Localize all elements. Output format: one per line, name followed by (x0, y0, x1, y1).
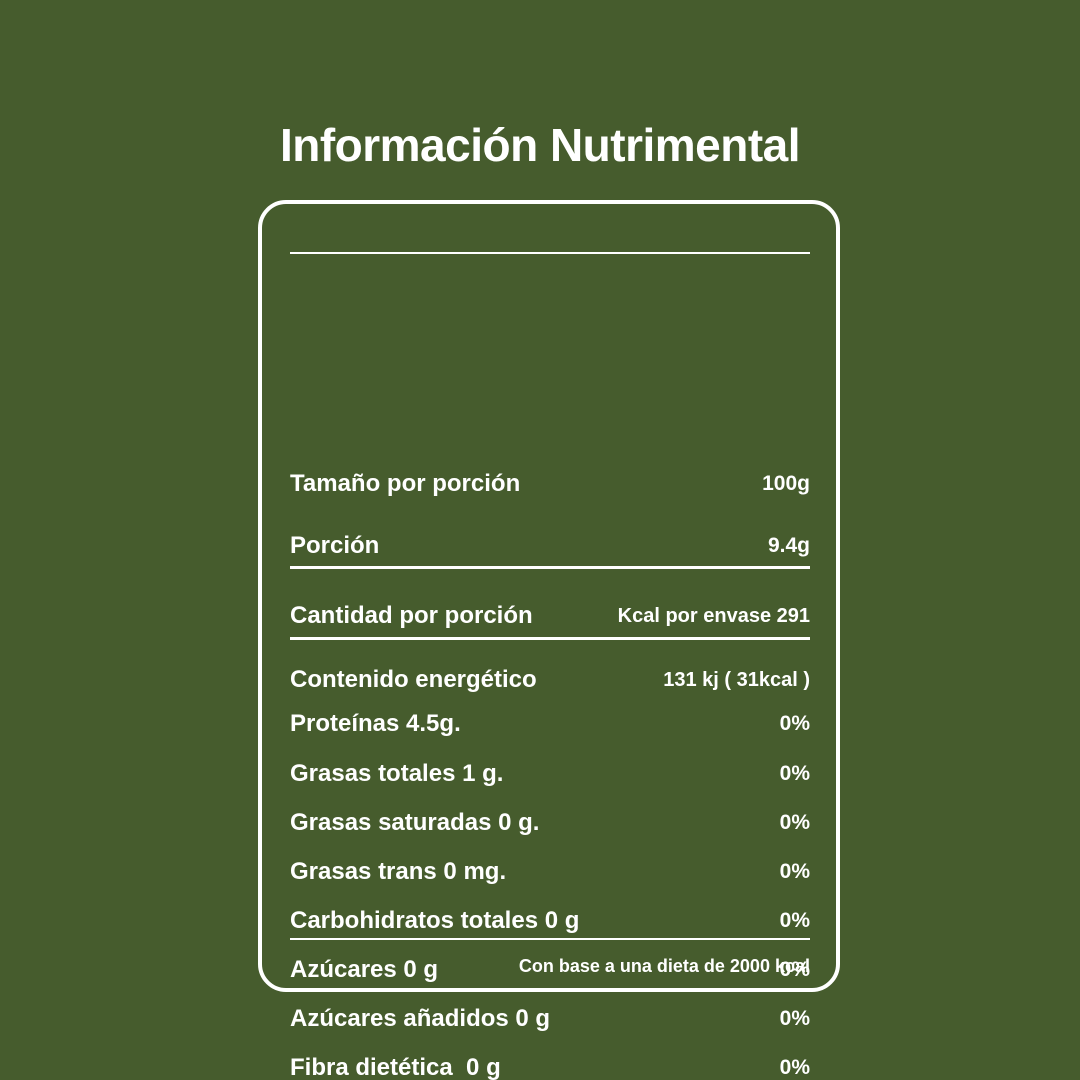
nutrient-value: 0% (779, 1007, 810, 1030)
energy-content-label: Contenido energético (290, 666, 537, 693)
nutrient-row-fiber: Fibra dietética 0 g 0% (290, 1052, 810, 1080)
nutrient-label: Azúcares 0 g (290, 956, 439, 983)
nutrient-label: Proteínas 4.5g. (290, 710, 461, 737)
diet-basis-footnote: Con base a una dieta de 2000 kcal (518, 956, 810, 976)
serving-size-row: Tamaño por porción 100g (290, 468, 810, 500)
amount-per-serving-row: Cantidad por porción Kcal por envase 291 (290, 600, 810, 632)
nutrient-label: Grasas trans 0 mg. (290, 858, 507, 885)
divider-after-amount (290, 637, 810, 640)
nutrient-label: Carbohidratos totales 0 g (290, 907, 580, 934)
portion-row: Porción 9.4g (290, 530, 810, 562)
nutrient-row-protein: Proteínas 4.5g. 0% (290, 708, 810, 740)
nutrient-value: 0% (779, 762, 810, 785)
portion-value: 9.4g (767, 534, 810, 557)
amount-per-serving-label: Cantidad por porción (290, 602, 533, 629)
page-title: Información Nutrimental (279, 119, 801, 171)
nutrient-value: 0% (779, 712, 810, 735)
nutrient-row-trans-fat: Grasas trans 0 mg. 0% (290, 856, 810, 888)
energy-content-value: 131 kj ( 31kcal ) (663, 668, 810, 691)
nutrient-label: Grasas totales 1 g. (290, 760, 504, 787)
nutrient-label: Grasas saturadas 0 g. (290, 809, 540, 836)
divider-top (290, 252, 810, 254)
nutrient-row-added-sugars: Azúcares añadidos 0 g 0% (290, 1003, 810, 1035)
nutrient-value: 0% (779, 1056, 810, 1079)
nutrient-label: Fibra dietética 0 g (290, 1054, 501, 1080)
kcal-per-package-value: Kcal por envase 291 (617, 604, 810, 627)
nutrient-value: 0% (779, 958, 810, 981)
nutrition-panel: Tamaño por porción 100g Porción 9.4g Can… (258, 200, 840, 1080)
serving-size-label: Tamaño por porción (290, 470, 521, 497)
nutrient-row-saturated-fat: Grasas saturadas 0 g. 0% (290, 807, 810, 839)
divider-after-sodium (290, 938, 810, 940)
nutrient-row-total-fat: Grasas totales 1 g. 0% (290, 758, 810, 790)
nutrient-value: 0% (779, 860, 810, 883)
nutrient-value: 0% (779, 811, 810, 834)
nutrient-value: 0% (779, 909, 810, 932)
nutrient-row-total-carbs: Carbohidratos totales 0 g 0% (290, 905, 810, 937)
energy-content-row: Contenido energético 131 kj ( 31kcal ) (290, 664, 810, 696)
portion-label: Porción (290, 532, 380, 559)
divider-after-portion (290, 566, 810, 569)
serving-size-value: 100g (762, 472, 810, 495)
nutrient-row-sugars: Azúcares 0 g 0% (290, 954, 810, 986)
nutrient-label: Azúcares añadidos 0 g (290, 1005, 551, 1032)
